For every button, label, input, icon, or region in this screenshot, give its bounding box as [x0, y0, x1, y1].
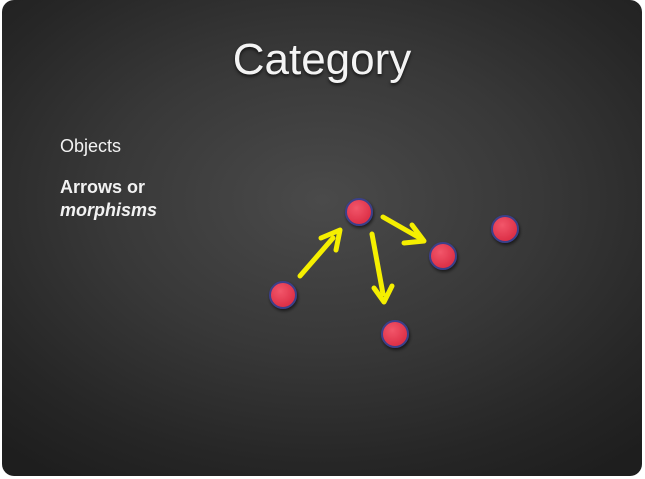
slide-title: Category	[232, 35, 412, 84]
arrow-bottomleft-to-top	[297, 227, 343, 279]
arrow-top-to-bottom	[369, 231, 395, 305]
bullet-arrows: Arrows or morphisms	[60, 176, 157, 222]
object-node-far-right	[491, 215, 519, 243]
object-node-bottom	[381, 320, 409, 348]
object-node-left	[269, 281, 297, 309]
bullet-arrows-line2: morphisms	[60, 200, 158, 220]
object-node-top	[345, 198, 373, 226]
bullet-arrows-line1: Arrows or	[60, 177, 146, 197]
arrow-top-to-right	[380, 214, 427, 246]
object-node-middle-right	[429, 242, 457, 270]
bullet-objects: Objects	[60, 136, 122, 156]
